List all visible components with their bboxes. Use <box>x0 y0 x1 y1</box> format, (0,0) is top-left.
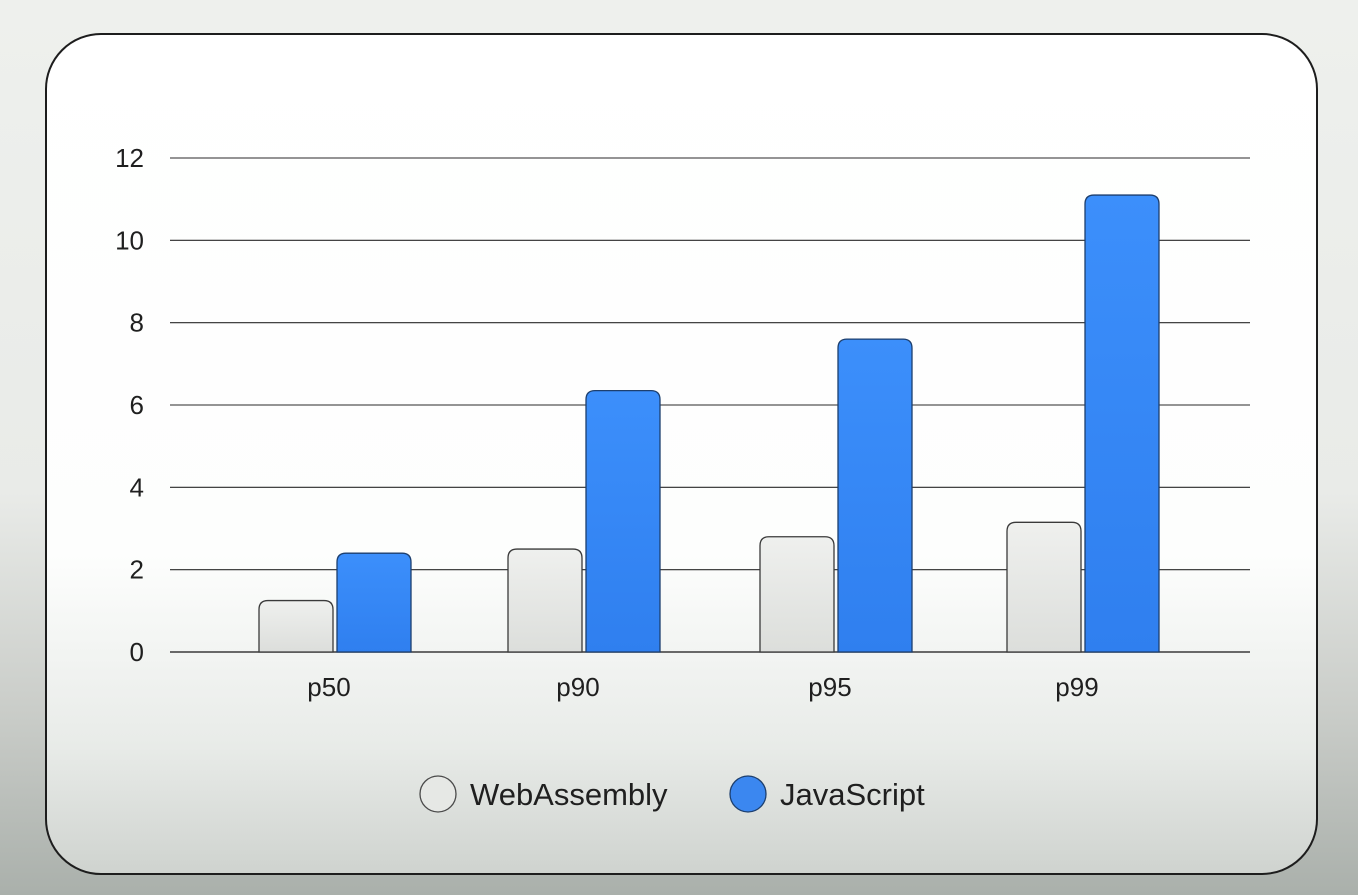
legend-swatch-wasm <box>419 775 457 813</box>
bar-js-p90 <box>585 389 661 653</box>
x-axis-tick-labels: p50 p90 p95 p99 <box>307 672 1098 702</box>
x-tick-label-p90: p90 <box>556 672 599 702</box>
y-tick-label: 12 <box>115 143 144 173</box>
bar-wasm-p90 <box>507 548 583 653</box>
y-tick-label: 0 <box>130 637 144 667</box>
y-tick-label: 10 <box>115 225 144 255</box>
bar-js-p99 <box>1084 194 1160 653</box>
bar-wasm-p99 <box>1006 521 1082 653</box>
x-tick-label-p50: p50 <box>307 672 350 702</box>
y-tick-label: 2 <box>130 555 144 585</box>
legend-label-js: JavaScript <box>780 777 925 812</box>
y-axis-tick-labels: 0 2 4 6 8 10 12 <box>115 143 144 667</box>
bar-wasm-p50 <box>258 599 334 653</box>
bar-js-p95 <box>837 338 913 653</box>
legend-swatch-js <box>729 775 767 813</box>
legend-label-wasm: WebAssembly <box>470 777 668 812</box>
y-tick-label: 4 <box>130 472 144 502</box>
x-tick-label-p99: p99 <box>1055 672 1098 702</box>
y-tick-label: 6 <box>130 390 144 420</box>
legend: WebAssembly JavaScript <box>419 775 925 813</box>
x-tick-label-p95: p95 <box>808 672 851 702</box>
bars <box>258 194 1160 653</box>
bar-wasm-p95 <box>759 536 835 653</box>
y-tick-label: 8 <box>130 308 144 338</box>
bar-js-p50 <box>336 552 412 653</box>
